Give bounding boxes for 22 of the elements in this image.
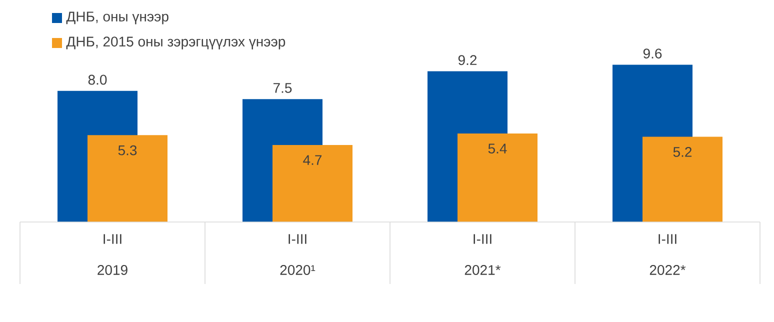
x-tick-label: 2022*	[650, 265, 686, 275]
data-label: 8.0	[88, 74, 107, 85]
legend-label: ДНБ, оны үнээр	[66, 12, 168, 24]
data-label: 5.3	[118, 145, 137, 156]
data-label: 5.2	[673, 146, 692, 157]
data-label: 9.2	[458, 55, 477, 66]
data-label: 9.6	[643, 48, 662, 59]
text: I-III	[288, 234, 306, 244]
text: I-III	[104, 234, 122, 244]
data-label: 7.5	[273, 83, 292, 93]
text: I-III	[474, 234, 492, 244]
x-tick-label: 2019	[98, 265, 128, 275]
bar	[458, 134, 538, 222]
bar	[88, 135, 168, 222]
bar	[642, 136, 723, 222]
data-label: 4.7	[303, 155, 322, 165]
legend-label: ДНБ, 2015 оны зэрэгцүүлэх үнээр	[66, 36, 286, 50]
data-label: 5.4	[488, 144, 507, 154]
x-tick-label: 2021*	[464, 265, 501, 275]
bar	[272, 144, 353, 222]
x-tick-label: 2020¹	[280, 265, 316, 275]
text: I-III	[658, 234, 676, 244]
